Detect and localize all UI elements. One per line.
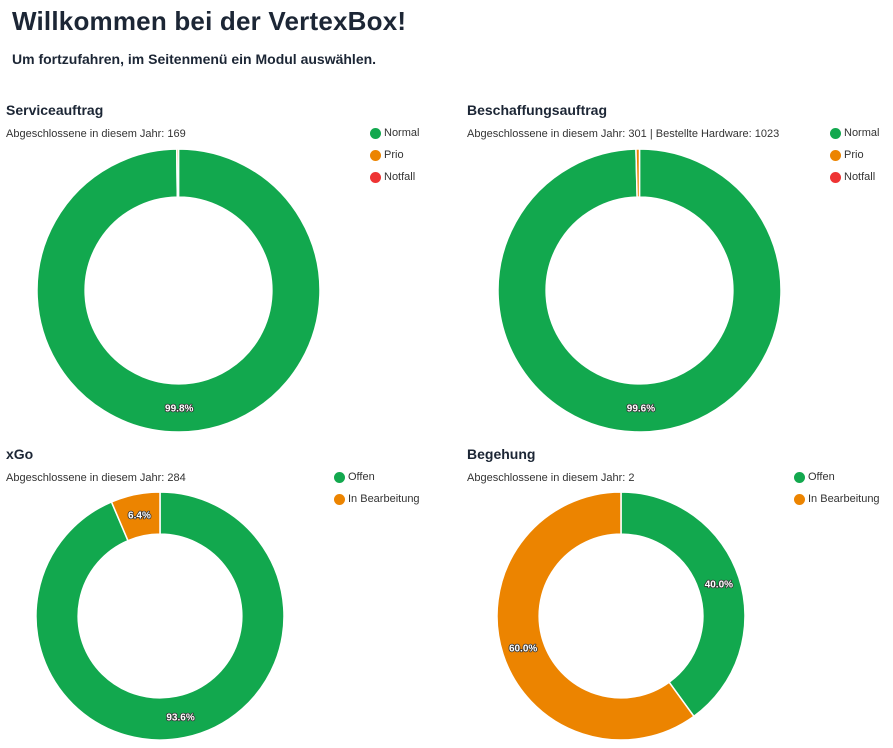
chart-title: xGo xyxy=(6,446,34,462)
page-subtitle: Um fortzufahren, im Seitenmenü ein Modul… xyxy=(12,51,377,67)
legend-label: Notfall xyxy=(384,171,416,183)
chart-stats: Abgeschlossene in diesem Jahr: 169 xyxy=(6,128,186,140)
legend-label: Prio xyxy=(844,149,864,161)
legend-label: Offen xyxy=(348,471,375,483)
donut-chart[interactable]: 93.6% 6.4% xyxy=(35,491,285,741)
legend-label: Normal xyxy=(384,127,420,139)
donut-slice-offen[interactable] xyxy=(35,491,285,741)
chart-stats: Abgeschlossene in diesem Jahr: 301 | Bes… xyxy=(467,128,780,140)
chart-card-beschaffungsauftrag: Beschaffungsauftrag Abgeschlossene in di… xyxy=(467,102,887,437)
legend-item-offen[interactable]: Offen xyxy=(794,466,880,488)
chart-card-begehung: Begehung Abgeschlossene in diesem Jahr: … xyxy=(467,446,887,746)
data-label-in-bearbeitung: 60.0% xyxy=(509,643,537,654)
legend-item-notfall[interactable]: Notfall xyxy=(830,166,879,188)
legend-label: Prio xyxy=(384,149,404,161)
legend-label: Notfall xyxy=(844,171,876,183)
chart-stats: Abgeschlossene in diesem Jahr: 2 xyxy=(467,472,635,484)
legend-label: Offen xyxy=(808,471,835,483)
data-label-in-bearbeitung: 6.4% xyxy=(128,511,151,522)
legend-color-dot xyxy=(370,127,381,139)
donut-slice-normal[interactable] xyxy=(36,148,321,433)
chart-legend: Normal Prio Notfall xyxy=(370,122,419,188)
legend-item-notfall[interactable]: Notfall xyxy=(370,166,419,188)
legend-item-offen[interactable]: Offen xyxy=(334,466,420,488)
legend-item-in-bearbeitung[interactable]: In Bearbeitung xyxy=(794,488,880,510)
legend-color-dot xyxy=(794,493,805,505)
legend-item-in-bearbeitung[interactable]: In Bearbeitung xyxy=(334,488,420,510)
legend-color-dot xyxy=(370,149,381,161)
legend-color-dot xyxy=(830,149,841,161)
data-label-normal: 99.8% xyxy=(165,403,193,414)
data-label-offen: 40.0% xyxy=(705,580,733,591)
legend-label: In Bearbeitung xyxy=(808,493,880,505)
legend-color-dot xyxy=(794,471,805,483)
chart-title: Beschaffungsauftrag xyxy=(467,102,608,118)
legend-color-dot xyxy=(370,171,381,183)
chart-card-xgo: xGo Abgeschlossene in diesem Jahr: 284 O… xyxy=(6,446,446,746)
donut-chart[interactable]: 99.6% xyxy=(497,148,782,433)
legend-label: Normal xyxy=(844,127,880,139)
data-label-normal: 99.6% xyxy=(627,403,655,414)
chart-stats: Abgeschlossene in diesem Jahr: 284 xyxy=(6,472,186,484)
donut-chart[interactable]: 99.8% xyxy=(36,148,321,433)
page-title: Willkommen bei der VertexBox! xyxy=(12,6,407,36)
donut-slice-in-bearbeitung[interactable] xyxy=(110,491,161,542)
donut-slice-prio[interactable] xyxy=(635,148,641,198)
chart-legend: Offen In Bearbeitung xyxy=(334,466,420,510)
chart-card-serviceauftrag: Serviceauftrag Abgeschlossene in diesem … xyxy=(6,102,446,437)
legend-color-dot xyxy=(334,493,345,505)
legend-item-prio[interactable]: Prio xyxy=(370,144,419,166)
donut-slice-offen[interactable] xyxy=(620,491,746,718)
donut-slice-prio[interactable] xyxy=(175,148,180,198)
legend-label: In Bearbeitung xyxy=(348,493,420,505)
donut-slice-in-bearbeitung[interactable] xyxy=(496,491,695,741)
legend-color-dot xyxy=(830,171,841,183)
chart-legend: Offen In Bearbeitung xyxy=(794,466,880,510)
donut-slice-normal[interactable] xyxy=(497,148,782,433)
legend-item-normal[interactable]: Normal xyxy=(370,122,419,144)
chart-title: Serviceauftrag xyxy=(6,102,104,118)
legend-color-dot xyxy=(830,127,841,139)
chart-title: Begehung xyxy=(467,446,536,462)
data-label-offen: 93.6% xyxy=(166,712,194,723)
legend-item-prio[interactable]: Prio xyxy=(830,144,879,166)
chart-legend: Normal Prio Notfall xyxy=(830,122,879,188)
legend-color-dot xyxy=(334,471,345,483)
legend-item-normal[interactable]: Normal xyxy=(830,122,879,144)
donut-chart[interactable]: 40.0% 60.0% xyxy=(496,491,746,741)
